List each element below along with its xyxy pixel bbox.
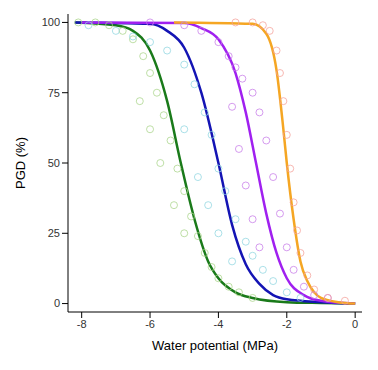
svg-text:25: 25 [48, 227, 60, 239]
svg-text:-2: -2 [282, 318, 292, 330]
svg-text:-6: -6 [145, 318, 155, 330]
svg-text:PGD (%): PGD (%) [13, 137, 28, 189]
svg-text:-4: -4 [214, 318, 224, 330]
svg-text:0: 0 [54, 297, 60, 309]
svg-text:Water potential (MPa): Water potential (MPa) [152, 338, 278, 353]
svg-text:-8: -8 [77, 318, 87, 330]
svg-text:50: 50 [48, 157, 60, 169]
svg-text:100: 100 [42, 16, 60, 28]
svg-text:0: 0 [352, 318, 358, 330]
svg-text:75: 75 [48, 87, 60, 99]
